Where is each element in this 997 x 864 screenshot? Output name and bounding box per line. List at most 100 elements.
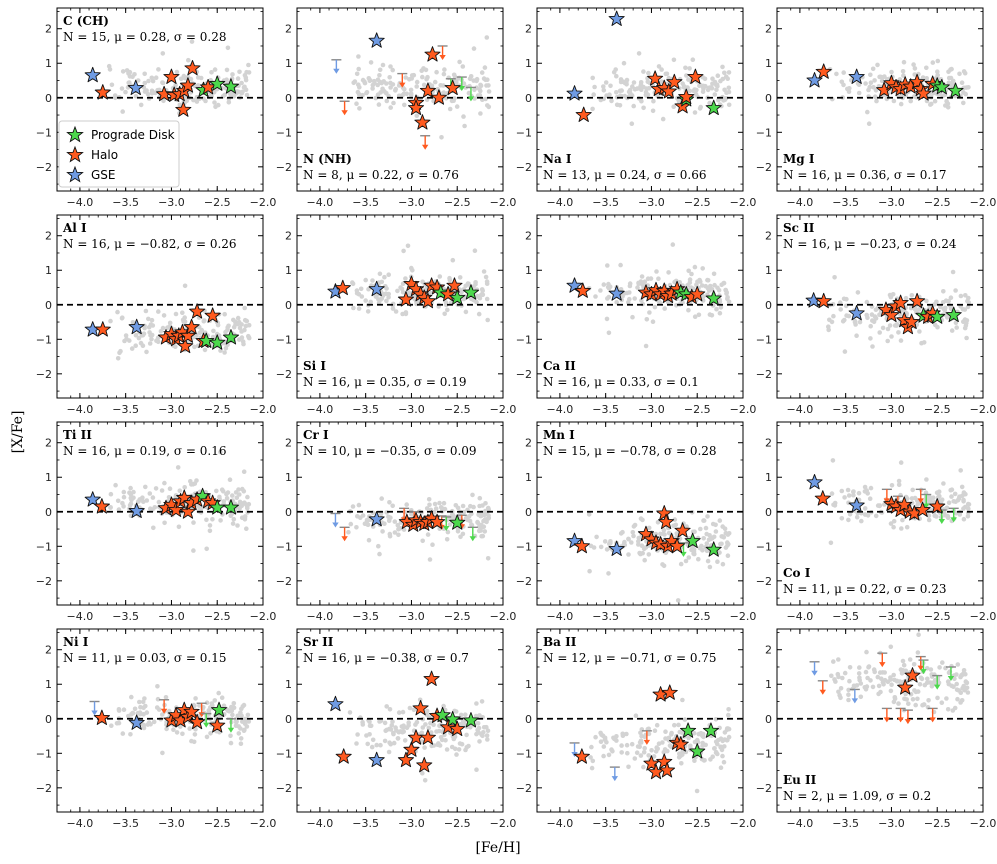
- background-star-point: [386, 291, 392, 297]
- background-star-point: [468, 503, 473, 509]
- background-star-point: [121, 494, 127, 500]
- background-star-point: [863, 81, 868, 86]
- background-star-point: [868, 80, 874, 85]
- upper-limit-marker: [609, 766, 620, 782]
- background-star-point: [209, 70, 214, 75]
- background-star-point: [454, 81, 459, 86]
- background-star-point: [694, 87, 699, 93]
- background-star-point: [847, 665, 853, 670]
- upper-limit-marker: [330, 512, 341, 528]
- background-star-point: [113, 482, 118, 488]
- background-sample: [347, 697, 491, 783]
- background-star-point: [160, 51, 166, 56]
- background-star-point: [171, 727, 176, 732]
- background-star-point: [712, 79, 718, 85]
- y-tick-label: 2: [45, 437, 52, 450]
- x-tick-label: −2.5: [204, 817, 231, 830]
- background-star-point: [725, 295, 730, 300]
- background-star-point: [962, 70, 968, 76]
- background-star-point: [420, 770, 425, 776]
- background-star-point: [601, 84, 606, 89]
- background-star-point: [175, 465, 181, 470]
- panel-background: [777, 629, 983, 812]
- background-star-point: [444, 747, 450, 752]
- x-tick-label: −3.0: [878, 196, 905, 209]
- background-star-point: [380, 62, 386, 68]
- x-tick-label: −3.0: [158, 196, 185, 209]
- x-tick-label: −4.0: [307, 196, 334, 209]
- x-tick-label: −3.0: [638, 403, 665, 416]
- background-star-point: [144, 349, 149, 355]
- background-star-point: [879, 676, 884, 681]
- star-point-halo: [897, 679, 914, 695]
- background-star-point: [903, 295, 909, 301]
- background-star-point: [961, 671, 966, 676]
- background-star-point: [710, 76, 715, 81]
- background-star-point: [690, 529, 696, 535]
- background-star-point: [208, 731, 213, 736]
- background-star-point: [474, 76, 480, 82]
- background-star-point: [720, 753, 725, 759]
- y-tick-label: −2: [516, 575, 532, 588]
- panel-stats-label: N = 16, μ = −0.23, σ = 0.24: [783, 237, 957, 251]
- star-point-prograde-disk: [689, 743, 706, 759]
- background-star-point: [145, 91, 151, 97]
- star-point-halo: [575, 106, 592, 122]
- legend-marker: [66, 165, 84, 183]
- background-star-point: [116, 720, 122, 726]
- background-star-point: [829, 319, 835, 325]
- upper-limit-marker: [225, 718, 236, 733]
- background-star-point: [396, 710, 402, 715]
- upper-limit-marker: [339, 100, 350, 116]
- background-star-point: [722, 70, 727, 76]
- upper-limit-marker: [420, 135, 431, 150]
- background-star-point: [410, 268, 415, 273]
- background-star-point: [365, 309, 371, 314]
- background-star-point: [865, 109, 870, 115]
- y-tick-label: −2: [36, 575, 52, 588]
- background-star-point: [419, 730, 425, 736]
- background-star-point: [241, 728, 247, 733]
- star-point-halo: [658, 513, 675, 530]
- background-star-point: [696, 312, 702, 318]
- star-point-halo: [669, 537, 686, 554]
- background-star-point: [366, 286, 371, 292]
- background-star-point: [132, 72, 137, 77]
- star-point-gse: [608, 285, 625, 301]
- background-star-point: [378, 90, 384, 95]
- background-star-point: [132, 706, 138, 712]
- background-star-point: [348, 521, 354, 527]
- background-star-point: [654, 722, 660, 728]
- background-star-point: [591, 545, 597, 550]
- background-star-point: [227, 477, 233, 483]
- background-star-point: [935, 69, 940, 74]
- background-star-point: [246, 70, 252, 75]
- y-tick-label: −1: [756, 126, 772, 139]
- background-star-point: [245, 712, 251, 718]
- background-star-point: [151, 719, 157, 725]
- background-star-point: [842, 349, 848, 354]
- background-star-point: [243, 323, 249, 329]
- background-star-point: [391, 730, 396, 736]
- panel-frame: [296, 628, 504, 813]
- x-tick-label: −4.0: [547, 610, 574, 623]
- background-star-point: [149, 336, 154, 342]
- background-star-point: [635, 285, 640, 290]
- background-star-point: [137, 699, 142, 705]
- star-point-halo: [163, 68, 180, 84]
- background-star-point: [403, 310, 409, 315]
- background-star-point: [408, 93, 414, 98]
- background-star-point: [682, 717, 688, 722]
- background-star-point: [629, 121, 635, 126]
- background-star-point: [461, 81, 467, 86]
- x-tick-label: −2.5: [204, 403, 231, 416]
- background-star-point: [485, 103, 490, 108]
- background-star-point: [880, 75, 886, 80]
- background-star-point: [482, 65, 488, 70]
- background-star-point: [959, 80, 965, 85]
- background-star-point: [713, 739, 719, 745]
- star-point-prograde-disk: [462, 712, 480, 728]
- star-point-halo: [94, 84, 111, 100]
- background-star-point: [888, 521, 894, 526]
- background-star-point: [486, 83, 491, 88]
